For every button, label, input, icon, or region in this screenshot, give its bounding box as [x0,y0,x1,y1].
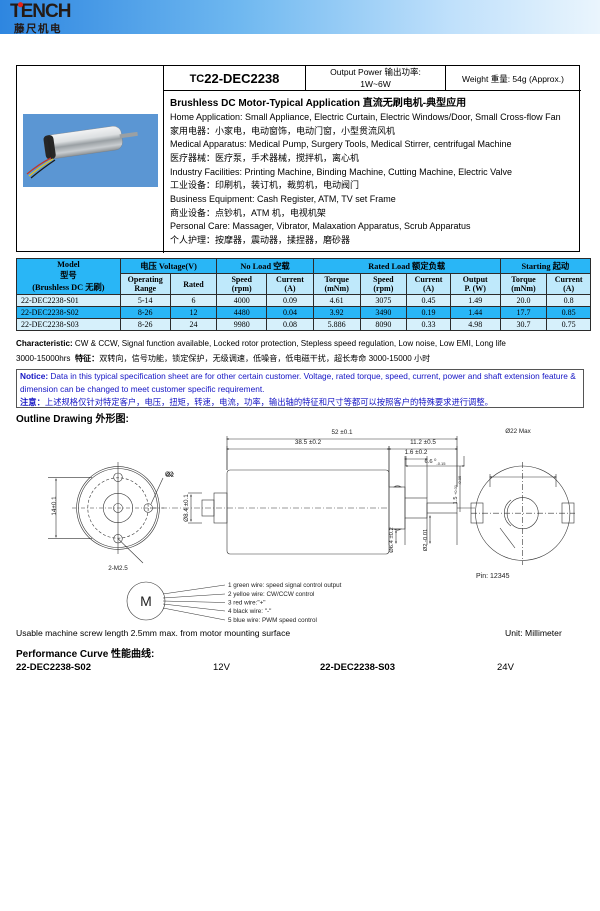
svg-text:Ø2: Ø2 [166,473,175,479]
svg-text:1.6 ±0.2: 1.6 ±0.2 [405,449,428,456]
svg-text:14±0.1: 14±0.1 [51,496,58,516]
svg-text:M: M [140,593,152,609]
svg-text:11.2 ±0.5: 11.2 ±0.5 [410,439,436,446]
svg-text:3 red wire:"+": 3 red wire:"+" [228,600,266,607]
svg-text:Ø2 -0.01: Ø2 -0.01 [423,529,429,552]
svg-text:2 yelloe wire: CW/CCW control: 2 yelloe wire: CW/CCW control [228,591,314,598]
svg-text:6.6 0-0.15: 6.6 0-0.15 [424,457,446,466]
svg-text:38.5 ±0.2: 38.5 ±0.2 [295,439,322,446]
svg-text:Ø6.4 ±0.2: Ø6.4 ±0.2 [389,527,395,552]
svg-text:1.5 +0.01-0.05: 1.5 +0.01-0.05 [453,475,462,504]
svg-text:4 black wire: "-": 4 black wire: "-" [228,608,271,615]
svg-text:Ø22 Max: Ø22 Max [505,428,531,435]
svg-text:1 green wire: speed signal con: 1 green wire: speed signal control outpu… [228,582,342,589]
svg-text:52 ±0.1: 52 ±0.1 [332,429,353,436]
svg-text:5 blue wire: PWM speed control: 5 blue wire: PWM speed control [228,617,317,624]
svg-text:2-M2.5: 2-M2.5 [108,565,128,572]
svg-text:Ø8.4 ±0.1: Ø8.4 ±0.1 [183,494,190,522]
svg-text:Pin: 12345: Pin: 12345 [476,573,510,580]
